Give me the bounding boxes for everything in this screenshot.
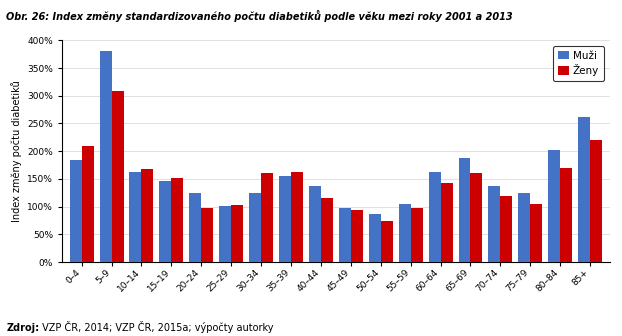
Bar: [440, 183, 453, 262]
Bar: [249, 193, 261, 262]
Bar: [172, 178, 183, 262]
Bar: [351, 210, 363, 262]
Text: Obr. 26: Index změny standardizovaného počtu diabetiků podle věku mezi roky 2001: Obr. 26: Index změny standardizovaného p…: [6, 10, 513, 22]
Legend: Muži, Ženy: Muži, Ženy: [553, 46, 605, 81]
Bar: [429, 172, 440, 262]
Bar: [111, 91, 124, 262]
Bar: [309, 185, 321, 262]
Bar: [291, 172, 303, 262]
Bar: [100, 51, 111, 262]
Text: VZP ČR, 2014; VZP ČR, 2015a; výpočty autorky: VZP ČR, 2014; VZP ČR, 2015a; výpočty aut…: [39, 321, 273, 333]
Bar: [458, 158, 470, 262]
Bar: [70, 160, 81, 262]
Bar: [279, 176, 291, 262]
Bar: [81, 146, 93, 262]
Bar: [531, 204, 542, 262]
Bar: [159, 180, 172, 262]
Bar: [488, 185, 500, 262]
Bar: [261, 173, 273, 262]
Bar: [202, 208, 213, 262]
Bar: [231, 205, 243, 262]
Bar: [590, 140, 602, 262]
Bar: [339, 208, 351, 262]
Bar: [548, 150, 560, 262]
Bar: [321, 198, 333, 262]
Bar: [381, 220, 392, 262]
Bar: [189, 193, 202, 262]
Bar: [141, 169, 154, 262]
Text: Zdroj:: Zdroj:: [6, 323, 39, 333]
Y-axis label: Index změny počtu diabetiků: Index změny počtu diabetiků: [11, 80, 22, 222]
Bar: [578, 117, 590, 262]
Bar: [518, 193, 531, 262]
Bar: [129, 172, 141, 262]
Bar: [560, 168, 572, 262]
Bar: [399, 204, 411, 262]
Bar: [470, 173, 483, 262]
Bar: [219, 206, 231, 262]
Bar: [411, 208, 422, 262]
Bar: [500, 196, 513, 262]
Bar: [369, 214, 381, 262]
